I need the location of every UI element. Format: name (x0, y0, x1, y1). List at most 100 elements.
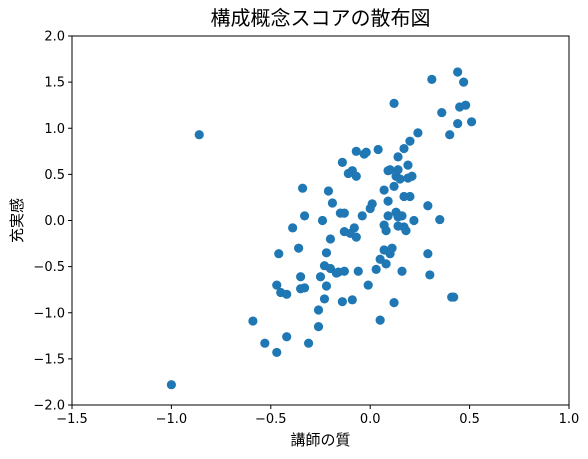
y-tick-label: 0.0 (44, 214, 65, 229)
y-tick-label: 1.5 (44, 76, 65, 91)
scatter-point (413, 128, 423, 138)
y-tick-label: −1.0 (33, 306, 65, 321)
scatter-points (166, 67, 477, 390)
scatter-point (397, 266, 407, 276)
scatter-point (449, 292, 459, 302)
scatter-point (405, 136, 415, 146)
scatter-point (435, 214, 445, 225)
scatter-point (248, 316, 258, 326)
scatter-point (389, 298, 399, 308)
scatter-point (371, 264, 381, 274)
chart-title: 構成概念スコアの散布図 (211, 6, 431, 30)
scatter-point (409, 215, 419, 226)
scatter-point (303, 338, 314, 348)
scatter-point (357, 211, 367, 221)
y-tick-label: 1.0 (44, 122, 65, 137)
y-tick-label: −0.5 (33, 260, 65, 275)
scatter-point (405, 191, 415, 202)
scatter-point (381, 226, 391, 236)
x-tick-label: 0.5 (459, 412, 480, 427)
scatter-point (445, 130, 455, 140)
scatter-point (423, 201, 433, 211)
scatter-point (321, 281, 332, 291)
scatter-point (299, 283, 310, 293)
scatter-point (351, 171, 361, 181)
scatter-point (313, 321, 324, 332)
scatter-point (407, 171, 417, 181)
scatter-point (321, 248, 332, 258)
x-tick-label: −0.5 (255, 412, 287, 427)
scatter-point (461, 100, 471, 110)
scatter-point (383, 211, 393, 221)
x-tick-label: −1.5 (56, 412, 88, 427)
scatter-point (393, 165, 403, 175)
scatter-point (351, 146, 361, 156)
scatter-point (361, 147, 371, 157)
x-tick-label: 1.0 (559, 412, 580, 427)
y-tick-label: 2.0 (44, 30, 65, 45)
scatter-point (337, 297, 347, 307)
scatter-point (389, 98, 399, 108)
scatter-point (260, 338, 270, 348)
scatter-point (325, 234, 336, 244)
scatter-point (298, 183, 308, 193)
scatter-point (379, 185, 389, 195)
scatter-point (194, 130, 204, 140)
scatter-point (337, 157, 347, 167)
scatter-point (466, 117, 477, 127)
y-tick-label: −2.0 (33, 399, 65, 414)
scatter-point (453, 67, 463, 77)
scatter-point (401, 226, 411, 236)
scatter-point (367, 199, 377, 209)
scatter-point (166, 380, 176, 390)
scatter-point (393, 152, 403, 162)
scatter-point (437, 107, 447, 118)
scatter-point (288, 223, 298, 233)
scatter-point (403, 160, 413, 170)
y-axis-ticks: −2.0 −1.5 −1.0 −0.5 0.0 0.5 1.0 1.5 2.0 (33, 30, 72, 414)
scatter-point (423, 249, 433, 259)
scatter-point (381, 259, 391, 269)
scatter-point (339, 208, 349, 218)
scatter-point (453, 119, 463, 129)
scatter-point (323, 186, 334, 196)
scatter-point (389, 181, 399, 191)
scatter-point (399, 143, 409, 154)
scatter-point (282, 289, 292, 299)
y-tick-label: −1.5 (33, 352, 65, 367)
scatter-point (313, 305, 324, 315)
scatter-point (339, 266, 349, 276)
y-axis-title: 充実感 (8, 198, 26, 243)
scatter-point (349, 223, 359, 233)
scatter-point (385, 165, 395, 175)
scatter-point (274, 249, 284, 259)
scatter-point (395, 174, 405, 184)
scatter-point (327, 198, 338, 208)
scatter-point (299, 211, 310, 221)
scatter-point (373, 144, 383, 155)
scatter-point (383, 196, 393, 206)
x-tick-label: 0.0 (360, 412, 381, 427)
x-axis-title: 講師の質 (290, 431, 350, 449)
scatter-point (282, 332, 292, 342)
scatter-point (363, 280, 373, 290)
scatter-point (397, 211, 407, 221)
scatter-point (317, 215, 328, 226)
scatter-point (272, 280, 282, 290)
scatter-point (294, 243, 304, 253)
scatter-point (347, 295, 357, 305)
scatter-point (319, 294, 330, 304)
x-tick-label: −1.0 (156, 412, 188, 427)
scatter-point (296, 272, 306, 282)
scatter-point (387, 243, 397, 253)
x-axis-ticks: −1.5 −1.0 −0.5 0.0 0.5 1.0 (56, 405, 579, 427)
scatter-point (351, 232, 361, 242)
scatter-point (427, 74, 437, 84)
scatter-point (315, 272, 326, 282)
scatter-point (375, 315, 385, 325)
scatter-point (459, 77, 469, 87)
scatter-point (353, 266, 363, 276)
scatter-point (425, 270, 435, 280)
y-tick-label: 0.5 (44, 168, 65, 183)
